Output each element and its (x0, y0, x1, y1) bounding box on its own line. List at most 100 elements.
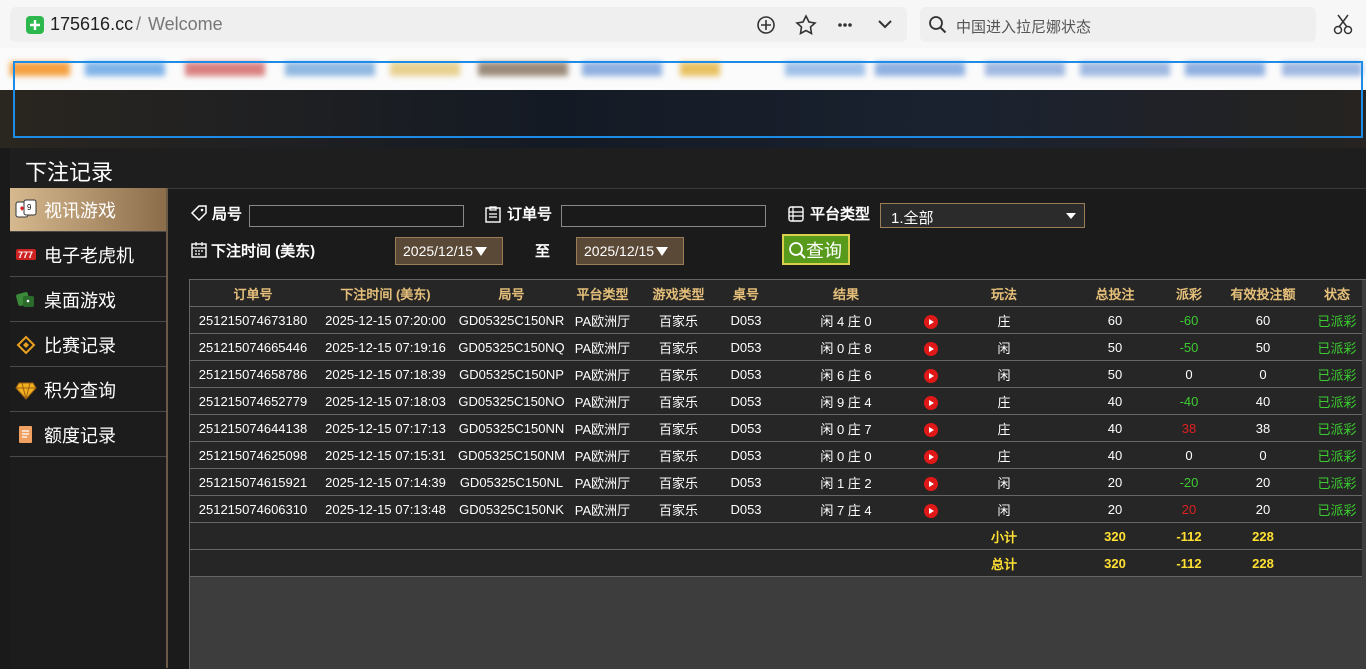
video-cell (920, 495, 942, 523)
subtotal-valid: 228 (1214, 522, 1312, 550)
table-cell: 60 (1214, 306, 1312, 334)
modal-title: 下注记录 (25, 160, 114, 185)
bookmark[interactable] (185, 62, 265, 76)
order-input[interactable] (561, 205, 766, 227)
table-cell: 百家乐 (637, 333, 720, 361)
table-cell: 2025-12-15 07:15:31 (316, 441, 455, 469)
sidebar-icon: 9 (15, 199, 37, 218)
table-cell: PA欧洲厅 (568, 360, 637, 388)
table-cell: -50 (1164, 333, 1214, 361)
sidebar-item[interactable]: 比赛记录 (10, 323, 166, 367)
bookmark[interactable] (1185, 62, 1265, 76)
date-to[interactable]: 2025/12/15 (576, 237, 684, 265)
table-cell: 已派彩 (1312, 387, 1362, 415)
table-cell: 闲 6 庄 6 (772, 360, 920, 388)
table-cell: 百家乐 (637, 495, 720, 523)
table-cell: PA欧洲厅 (568, 333, 637, 361)
table-cell: 已派彩 (1312, 360, 1362, 388)
address-bar[interactable]: 175616.cc / Welcome (10, 7, 907, 42)
table-cell: 闲 9 庄 4 (772, 387, 920, 415)
query-text: 查询 (806, 240, 842, 261)
table-cell: 2025-12-15 07:18:39 (316, 360, 455, 388)
play-video-icon (924, 395, 938, 410)
table-cell: GD05325C150NP (455, 360, 568, 388)
bookmark[interactable] (1282, 62, 1362, 76)
bookmark[interactable] (390, 62, 460, 76)
total-bet: 320 (1066, 549, 1164, 577)
bookmark[interactable] (582, 62, 662, 76)
table-cell: 0 (1214, 360, 1312, 388)
bookmark[interactable] (478, 62, 568, 76)
table-cell: 40 (1066, 387, 1164, 415)
sidebar-item[interactable]: 桌面游戏 (10, 278, 166, 322)
table-cell: 40 (1214, 387, 1312, 415)
bookmark[interactable] (85, 62, 165, 76)
url-domain: 175616.cc (50, 14, 134, 34)
sidebar-icon (16, 292, 34, 307)
table-cell: 闲 (942, 495, 1066, 523)
total-payout: -112 (1164, 549, 1214, 577)
search-icon (789, 241, 806, 259)
bookmark[interactable] (1080, 62, 1170, 76)
dropdown-arrow (1066, 213, 1076, 219)
table-cell: GD05325C150NK (455, 495, 568, 523)
date-from[interactable]: 2025/12/15 (395, 237, 503, 265)
bookmark[interactable] (875, 62, 965, 76)
table-cell: PA欧洲厅 (568, 414, 637, 442)
table-cell: 251215074625098 (190, 441, 316, 469)
dropdown-arrow (475, 246, 488, 256)
bookmark[interactable] (785, 62, 865, 76)
table-cell: 闲 0 庄 7 (772, 414, 920, 442)
platform-icon (788, 206, 804, 222)
table-cell: 20 (1164, 495, 1214, 523)
query-button[interactable]: 查询 (782, 234, 850, 265)
order-label: 订单号 (507, 206, 553, 223)
table-cell: 2025-12-15 07:14:39 (316, 468, 455, 496)
video-cell (920, 333, 942, 361)
video-cell (920, 306, 942, 334)
sidebar-item[interactable]: 额度记录 (10, 413, 166, 457)
table-cell: 40 (1066, 441, 1164, 469)
screenshot-button[interactable] (1333, 14, 1353, 36)
search-text: 中国进入拉尼娜状态 (956, 19, 1092, 36)
search-box[interactable]: 中国进入拉尼娜状态 (920, 7, 1316, 42)
play-video-icon (924, 314, 938, 329)
play-video-icon (924, 341, 938, 356)
play-video-icon (924, 503, 938, 518)
table-cell: GD05325C150NL (455, 468, 568, 496)
table-cell: PA欧洲厅 (568, 495, 637, 523)
bookmark[interactable] (680, 62, 720, 76)
bookmark[interactable] (10, 62, 70, 76)
round-input[interactable] (249, 205, 464, 227)
table-cell: 50 (1066, 333, 1164, 361)
table-cell: 251215074644138 (190, 414, 316, 442)
sidebar-item[interactable]: 9 视讯游戏 (10, 188, 166, 232)
table-row: 251215074673180 2025-12-15 07:20:00 GD0532… (190, 306, 1362, 334)
column-header: 玩法 (942, 280, 1066, 307)
table-cell: D053 (720, 495, 772, 523)
sidebar-icon: 777 (16, 249, 36, 260)
sidebar-label: 电子老虎机 (44, 245, 134, 266)
table-cell: 251215074673180 (190, 306, 316, 334)
table-cell: 百家乐 (637, 441, 720, 469)
column-header: 有效投注额 (1214, 280, 1312, 307)
bookmarks-bar (0, 48, 1366, 90)
table-row: 251215074652779 2025-12-15 07:18:03 GD0532… (190, 387, 1362, 415)
bookmark[interactable] (985, 62, 1065, 76)
column-header: 派彩 (1164, 280, 1214, 307)
column-header: 平台类型 (568, 280, 637, 307)
address-actions[interactable] (756, 14, 906, 36)
column-header: 桌号 (720, 280, 772, 307)
table-cell: 闲 0 庄 8 (772, 333, 920, 361)
bookmark[interactable] (285, 62, 375, 76)
table-cell: 已派彩 (1312, 495, 1362, 523)
blank-cell (190, 522, 942, 550)
column-header: 游戏类型 (637, 280, 720, 307)
date-to-text: 2025/12/15 (584, 243, 655, 259)
platform-select[interactable]: 1.全部 (880, 203, 1085, 228)
sidebar-item[interactable]: 积分查询 (10, 368, 166, 412)
sidebar-item[interactable]: 777 电子老虎机 (10, 233, 166, 277)
video-cell (920, 387, 942, 415)
table-cell: 2025-12-15 07:19:16 (316, 333, 455, 361)
table-cell: 20 (1214, 495, 1312, 523)
